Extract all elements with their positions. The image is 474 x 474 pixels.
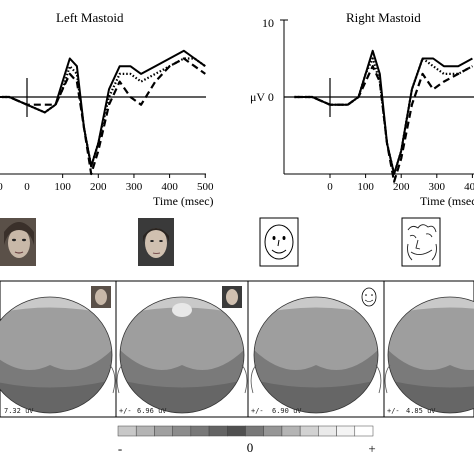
colorbar-swatch [154,425,173,437]
topo-map-3 [250,296,382,414]
right-series-dotted-line [294,57,473,176]
left-panel-title: Left Mastoid [56,10,124,25]
left-series-dashed-line [0,57,206,176]
left-series-dotted-line [0,57,206,168]
colorbar-swatch [172,425,192,437]
colorbar-swatch [299,425,319,437]
map-prefix-3: +/- [251,407,264,415]
left-tick-label: 100 [54,181,71,193]
right-plot-axes [280,19,474,178]
left-tick-label: 0 [24,181,30,193]
colorbar-minus-label: - [118,441,122,456]
colorbar-swatch [281,425,301,437]
y-top-label: 10 [262,16,274,30]
map-value-3: 6.90 uV [272,407,302,415]
colorbar-swatch [208,425,228,437]
map-prefix-4: +/- [387,407,400,415]
left-series-solid-line [0,49,206,168]
x-axis-label-left: Time (msec) [153,194,214,208]
map-thumb-smiley [361,287,377,307]
left-tick-label: 500 [197,181,214,193]
left-tick-label: 200 [90,181,107,193]
color-scale-bar [117,425,374,437]
left-tick-label: 400 [161,181,178,193]
colorbar-zero-label: 0 [247,440,254,455]
colorbar-swatch [190,425,210,437]
face-portrait-painting [138,218,174,266]
face-caricature-sketch [401,217,441,267]
map-value-2: 6.96 uV [137,407,167,415]
right-tick-label: 100 [357,181,374,193]
map-thumb-portrait [222,286,242,308]
left-series-group [0,49,206,176]
x-axis-label-right: Time (msec) [420,194,474,208]
map-prefix-2: +/- [119,407,132,415]
map-thumb-woman-photo [91,286,111,308]
y-zero-label: μV 0 [250,90,274,104]
right-panel-title: Right Mastoid [346,10,421,25]
face-woman-photo [0,218,36,266]
colorbar-swatch [336,425,356,437]
colorbar-swatch [245,425,264,437]
colorbar-swatch [227,425,246,437]
right-series-group [294,49,473,183]
colorbar-swatch [117,425,137,437]
right-tick-label: 300 [429,181,446,193]
face-smiley-drawing [259,217,299,267]
colorbar-swatch [135,425,155,437]
map-value-1: 7.32 uV [4,407,34,415]
right-tick-label: 200 [393,181,410,193]
map-value-4: 4.85 uV [406,407,436,415]
colorbar-swatch [263,425,283,437]
right-tick-label: 0 [327,181,333,193]
colorbar-swatch [354,425,374,437]
right-series-solid-line [294,49,473,175]
colorbar-swatch [318,425,337,437]
right-series-dashed-line [294,65,473,183]
left-tick-label: 300 [126,181,143,193]
left-plot-axes [0,78,206,178]
left-tick-labels: 0 0 [0,181,30,193]
colorbar-plus-label: + [368,441,375,456]
left-tick-label: 0 [0,181,3,193]
right-tick-label: 400 [464,181,474,193]
